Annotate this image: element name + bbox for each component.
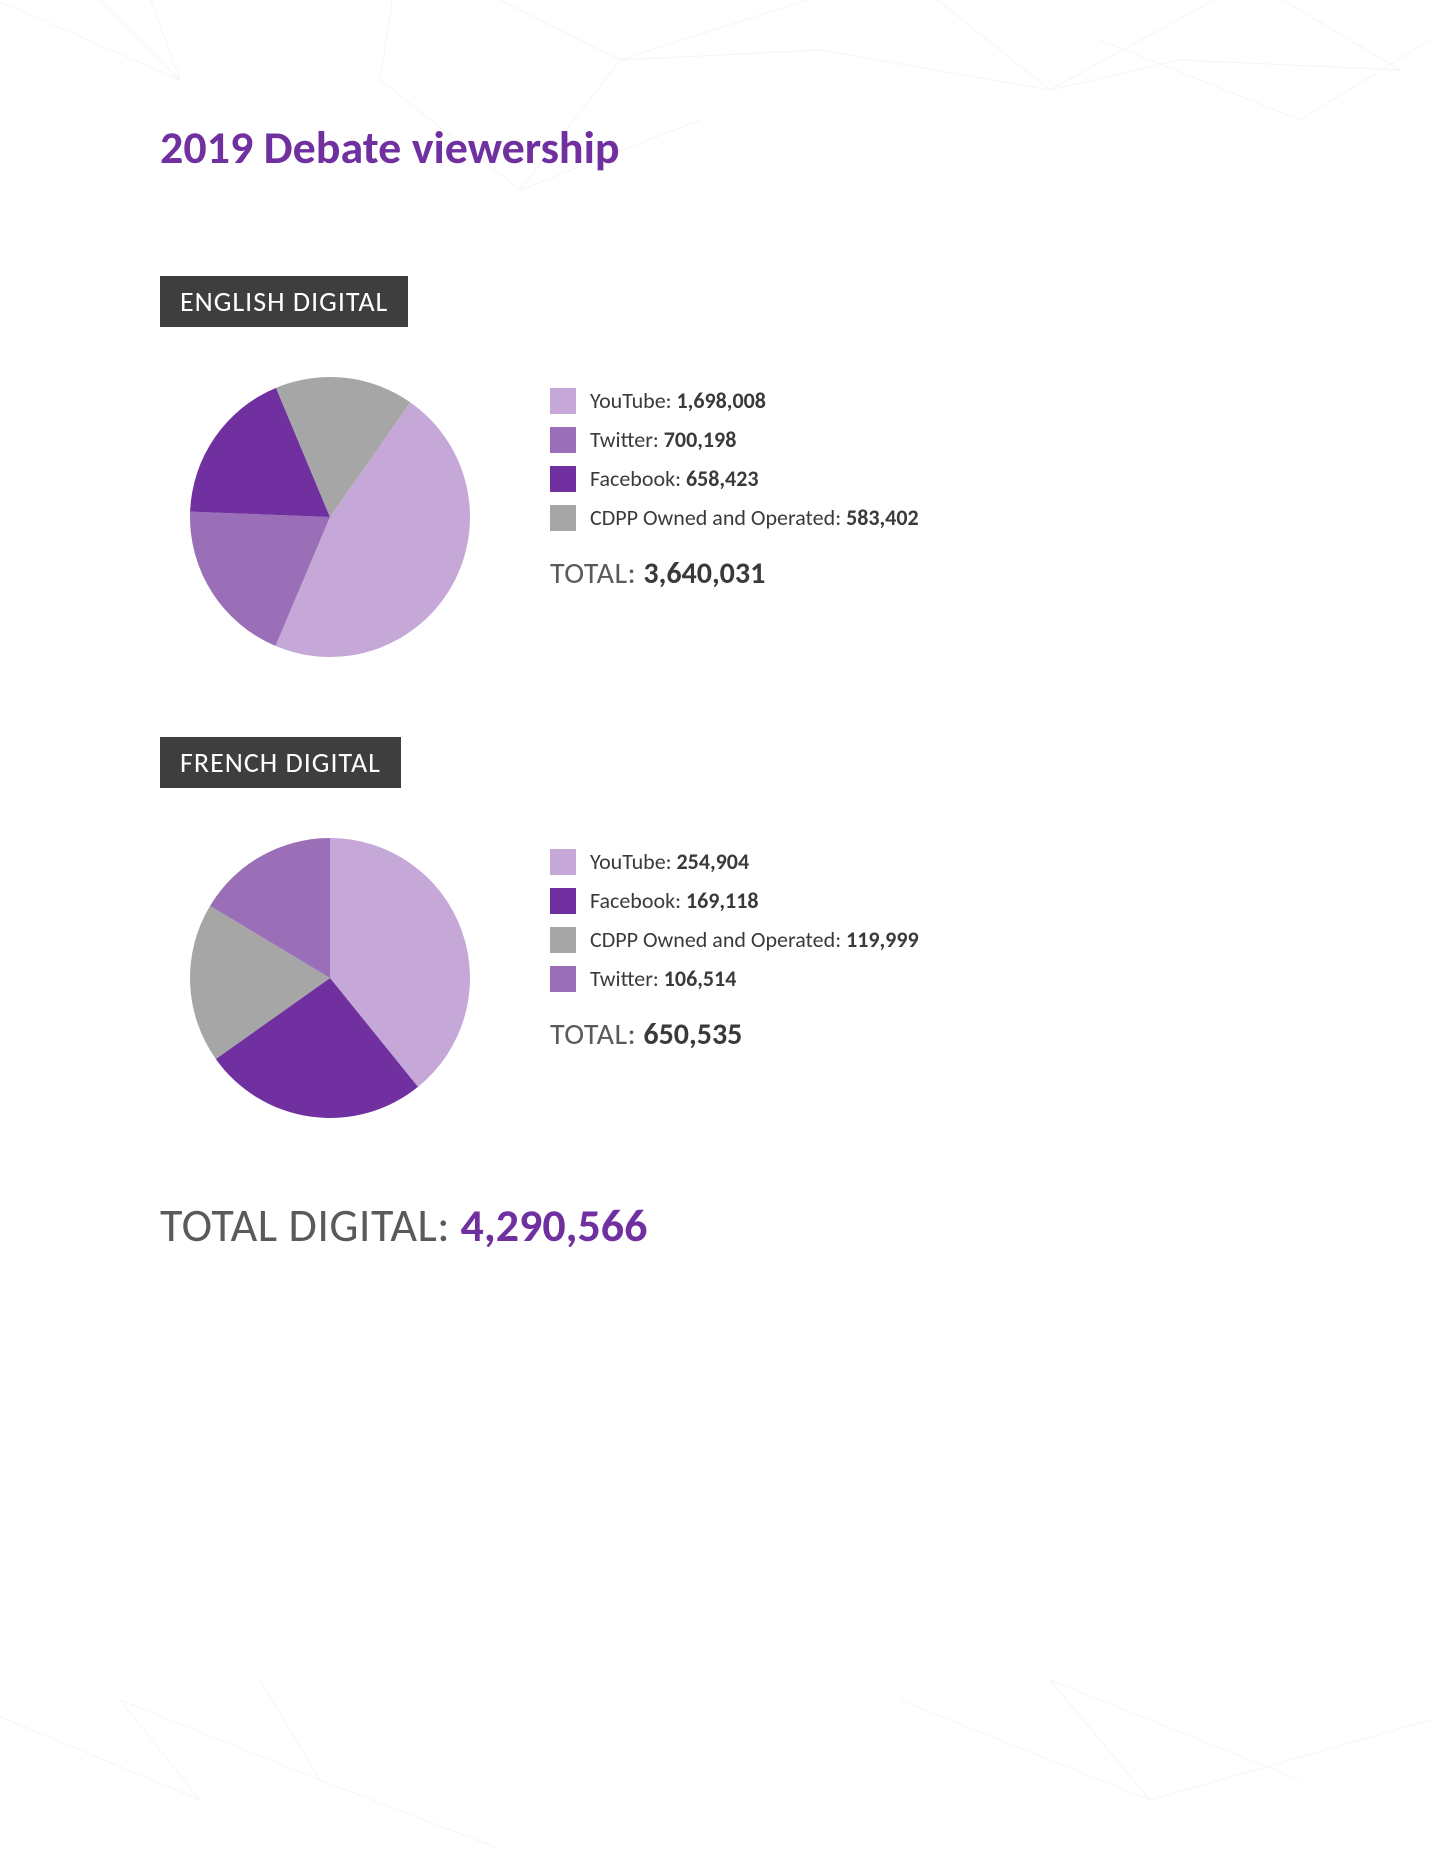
legend-item: YouTube: 254,904 [550,848,919,875]
legend: YouTube: 1,698,008 Twitter: 700,198 Facebo… [550,377,919,592]
legend-text: CDPP Owned and Operated: 119,999 [590,926,919,953]
legend-swatch [550,427,576,453]
legend-item: YouTube: 1,698,008 [550,387,919,414]
legend-text: Twitter: 106,514 [590,965,736,992]
legend-text: Facebook: 169,118 [590,887,759,914]
legend-item: CDPP Owned and Operated: 583,402 [550,504,919,531]
legend-swatch [550,966,576,992]
legend-swatch [550,849,576,875]
pie-chart [190,377,470,657]
legend-text: YouTube: 254,904 [590,848,749,875]
section-total: TOTAL: 650,535 [550,1016,919,1053]
grand-total-value: 4,290,566 [461,1198,648,1254]
legend-item: Facebook: 658,423 [550,465,919,492]
page-title: 2019 Debate viewership [160,120,1270,176]
chart-section: FRENCH DIGITAL YouTube: 254,904 Facebook: … [160,737,1270,1118]
legend-swatch [550,505,576,531]
legend-text: Facebook: 658,423 [590,465,759,492]
legend-item: Facebook: 169,118 [550,887,919,914]
chart-section: ENGLISH DIGITAL YouTube: 1,698,008 Twitter… [160,276,1270,657]
legend-swatch [550,466,576,492]
section-header: ENGLISH DIGITAL [160,276,408,327]
legend-text: Twitter: 700,198 [590,426,736,453]
chart-row: YouTube: 1,698,008 Twitter: 700,198 Facebo… [160,377,1270,657]
legend: YouTube: 254,904 Facebook: 169,118 CDPP Ow… [550,838,919,1053]
legend-text: YouTube: 1,698,008 [590,387,766,414]
section-header: FRENCH DIGITAL [160,737,401,788]
grand-total: TOTAL DIGITAL: 4,290,566 [160,1198,1270,1254]
legend-swatch [550,927,576,953]
chart-row: YouTube: 254,904 Facebook: 169,118 CDPP Ow… [160,838,1270,1118]
legend-item: CDPP Owned and Operated: 119,999 [550,926,919,953]
legend-swatch [550,388,576,414]
legend-swatch [550,888,576,914]
section-total: TOTAL: 3,640,031 [550,555,919,592]
legend-text: CDPP Owned and Operated: 583,402 [590,504,919,531]
pie-chart [190,838,470,1118]
legend-item: Twitter: 106,514 [550,965,919,992]
grand-total-label: TOTAL DIGITAL: [160,1198,450,1254]
legend-item: Twitter: 700,198 [550,426,919,453]
